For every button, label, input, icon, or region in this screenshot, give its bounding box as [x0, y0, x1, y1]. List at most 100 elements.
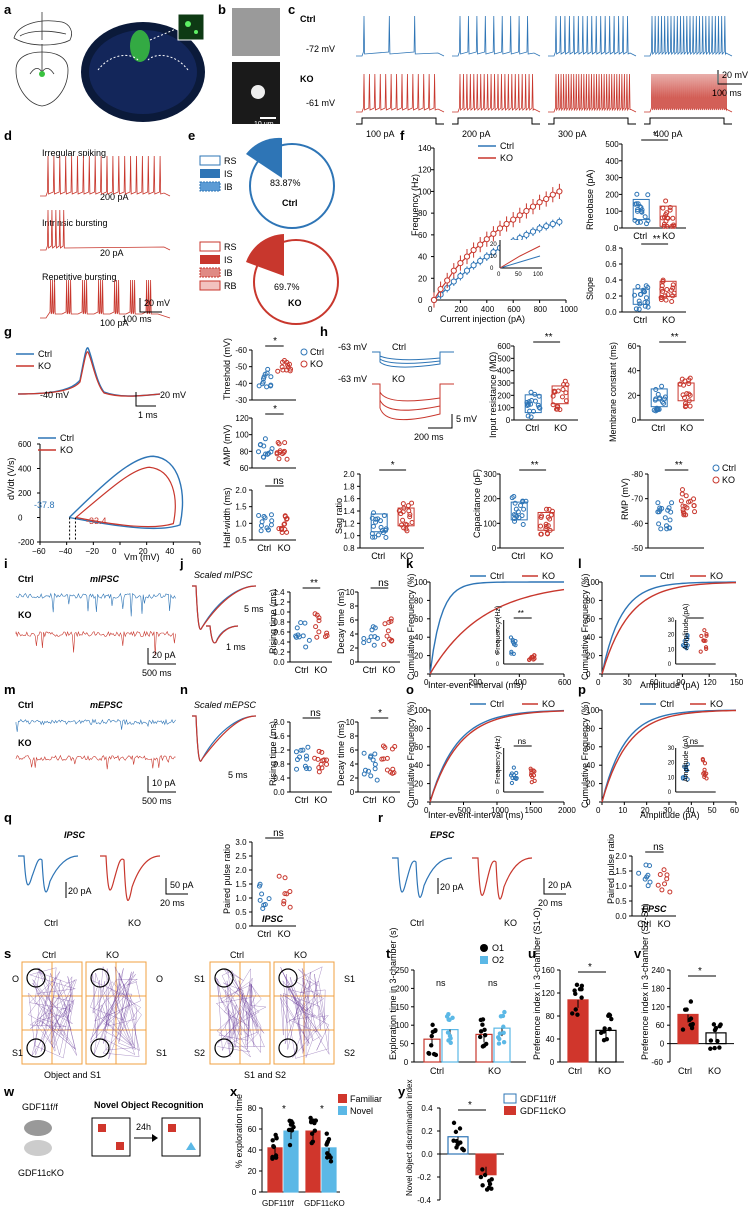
- data-point: [514, 770, 519, 776]
- data-point: [279, 530, 285, 536]
- data-point: [256, 512, 262, 518]
- data-point: [681, 395, 687, 401]
- tick-label: 0: [614, 224, 619, 233]
- inset-tick: 100: [533, 272, 544, 278]
- data-point: [516, 212, 523, 219]
- data-point: [281, 901, 287, 907]
- tick-label: 40: [685, 806, 694, 815]
- data-point: [276, 526, 282, 532]
- data-point: [661, 221, 667, 227]
- data-point: [652, 397, 658, 403]
- data-point: [632, 292, 638, 298]
- data-point: [669, 299, 675, 305]
- data-point: [451, 1138, 456, 1143]
- data-point: [688, 999, 694, 1004]
- tick-label: 40: [586, 761, 595, 770]
- pp-trace: [472, 857, 533, 900]
- data-point: [536, 225, 543, 232]
- data-point: [305, 744, 311, 750]
- data-point: [404, 528, 410, 534]
- x-label: Ctrl: [568, 1066, 582, 1076]
- ctrl-trace: [372, 351, 454, 361]
- tick-label: 6: [350, 746, 355, 755]
- scale-ctrl-label: 20 pA: [440, 882, 464, 892]
- amp-label: AMP (mV): [222, 425, 232, 466]
- step-label-100: 100 pA: [366, 129, 395, 139]
- data-point: [708, 1038, 714, 1043]
- data-point: [490, 249, 497, 256]
- sig-label: *: [282, 1104, 286, 1115]
- legend-ko: KO: [500, 153, 513, 163]
- ppr-title: EPSC: [642, 904, 667, 914]
- data-point: [670, 222, 676, 228]
- data-point: [643, 283, 649, 289]
- cdf-line: [601, 709, 737, 803]
- scale-ctrl-label: 20 pA: [68, 886, 92, 896]
- tick-label: 0: [586, 798, 591, 807]
- data-point: [532, 391, 538, 397]
- data-point: [400, 501, 406, 507]
- data-point: [298, 620, 304, 626]
- x-legend: Familiar Novel: [338, 1094, 382, 1116]
- tick-label: 0.8: [605, 244, 617, 253]
- tick-label: 80: [414, 724, 423, 733]
- current-step: [548, 117, 636, 125]
- spike-trace: [644, 73, 733, 113]
- data-point: [543, 223, 550, 230]
- scale-v-label: 20 mV: [144, 298, 170, 308]
- intrinsic-label: Intrinsic bursting: [42, 218, 108, 228]
- data-point: [302, 620, 308, 626]
- inset-label: Amplitude (pA): [683, 736, 690, 782]
- tick-label: 1.0: [235, 519, 247, 528]
- arena-familiar: [91, 1117, 131, 1157]
- y-axis-label: Frequency (Hz): [410, 174, 420, 236]
- firing-pattern-traces: [40, 155, 171, 319]
- data-point: [302, 763, 308, 769]
- data-point: [606, 1013, 611, 1019]
- data-point: [478, 1174, 484, 1180]
- tick-label: 80: [418, 209, 427, 218]
- cup-icon: [214, 1038, 234, 1058]
- data-point: [573, 991, 578, 997]
- ko-trace: [372, 383, 454, 402]
- data-point: [446, 1012, 451, 1017]
- ko-trace: [372, 383, 454, 411]
- x-label: KO: [278, 929, 291, 939]
- tick-label: 800: [534, 305, 548, 314]
- x-axis-label: Vm (mV): [124, 552, 160, 562]
- data-point: [389, 637, 395, 643]
- tick-label: -80: [631, 470, 643, 479]
- data-point: [656, 521, 662, 527]
- data-point: [687, 403, 693, 409]
- data-point: [663, 523, 669, 529]
- data-point: [645, 304, 651, 310]
- x-label: KO: [598, 1066, 611, 1076]
- inset-tick: 0: [497, 272, 501, 278]
- data-point: [684, 768, 689, 773]
- x-label: KO: [382, 795, 395, 805]
- data-point: [516, 235, 523, 242]
- panel-letters: a b c d e f g h i j k l m n o p q r s t …: [3, 2, 642, 1099]
- tick-label: 500: [497, 354, 511, 363]
- scale-t-label: 1 ms: [138, 410, 158, 420]
- tick-label: 1.0: [235, 894, 247, 903]
- data-point: [570, 1011, 575, 1016]
- tick-label: 0.4: [273, 638, 285, 647]
- panel-u: 0 40 80 120 160 Ctrl KO * Preference index in 3…: [532, 907, 624, 1076]
- legend-ib: IB: [224, 268, 233, 278]
- tick-label: 60: [586, 615, 595, 624]
- y-axis-label: Preference index in 3-chamber (S1-O): [532, 907, 542, 1060]
- cup-icon: [278, 1038, 298, 1058]
- legend-ko: KO: [60, 445, 73, 455]
- tick-label: 200: [605, 190, 619, 199]
- data-point: [664, 872, 670, 878]
- data-point: [261, 374, 267, 380]
- vm-label-ctrl: -63 mV: [338, 342, 367, 352]
- data-point: [523, 498, 529, 504]
- data-point: [383, 526, 389, 532]
- data-point: [545, 523, 551, 529]
- legend-ko: KO: [310, 359, 323, 369]
- data-point: [477, 241, 484, 248]
- legend-flox: GDF11f/f: [520, 1094, 556, 1104]
- inset-tick: 50: [515, 272, 522, 278]
